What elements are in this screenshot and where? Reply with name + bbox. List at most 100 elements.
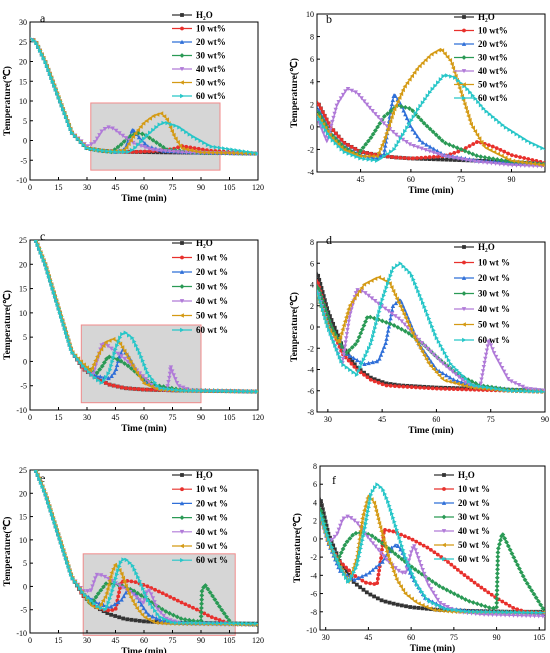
data-point	[38, 480, 44, 485]
data-point	[345, 323, 351, 328]
data-point	[404, 604, 408, 609]
data-point	[84, 365, 89, 370]
data-point	[96, 377, 101, 383]
data-point	[360, 538, 365, 543]
data-point	[445, 54, 450, 60]
y-tick-label: -6	[310, 590, 317, 599]
data-point	[453, 75, 458, 80]
data-point	[500, 122, 505, 128]
data-point	[109, 612, 114, 617]
data-point	[209, 615, 214, 620]
data-point	[35, 242, 40, 247]
data-point	[493, 609, 498, 615]
data-point	[466, 150, 472, 155]
data-point	[413, 385, 418, 390]
data-point	[468, 158, 473, 163]
data-point	[405, 385, 410, 389]
data-point	[234, 389, 239, 394]
data-point	[59, 103, 64, 108]
data-point	[78, 139, 83, 145]
data-point	[357, 550, 363, 555]
data-point	[428, 606, 433, 611]
y-tick-label: -5	[20, 156, 27, 165]
data-point	[411, 114, 416, 119]
data-point	[429, 547, 433, 552]
data-point	[253, 621, 258, 626]
data-point	[502, 149, 507, 154]
data-point	[31, 37, 36, 43]
y-tick-label: 25	[19, 236, 27, 245]
data-point	[113, 614, 118, 618]
data-point	[106, 582, 111, 588]
data-point	[138, 124, 143, 129]
data-point	[451, 155, 457, 161]
data-point	[56, 532, 61, 537]
data-point	[416, 569, 421, 575]
data-point	[130, 134, 136, 139]
data-point	[147, 149, 151, 154]
data-point	[366, 157, 371, 162]
legend-label: H₂O	[478, 242, 495, 252]
data-point	[387, 528, 392, 533]
legend-marker	[441, 514, 447, 520]
data-point	[349, 144, 354, 149]
data-point	[171, 373, 176, 378]
data-point	[343, 350, 349, 356]
data-point	[331, 549, 336, 554]
legend-marker	[461, 69, 467, 74]
data-point	[124, 145, 129, 150]
legend-marker	[461, 55, 467, 60]
legend-marker	[461, 307, 467, 312]
data-point	[373, 325, 378, 331]
data-point	[91, 580, 97, 585]
data-point	[489, 161, 494, 166]
data-point	[407, 142, 413, 147]
data-point	[494, 596, 500, 602]
data-point	[457, 85, 462, 91]
data-point	[436, 339, 441, 344]
data-point	[204, 388, 209, 394]
data-point	[377, 568, 382, 573]
legend-marker	[180, 327, 185, 333]
data-point	[107, 596, 113, 601]
legend-marker	[461, 322, 466, 327]
x-tick-label: 45	[112, 183, 120, 192]
data-point	[394, 155, 399, 160]
data-point	[113, 576, 119, 581]
data-point	[234, 150, 240, 156]
data-point	[120, 345, 125, 350]
data-point	[242, 149, 248, 154]
data-point	[359, 574, 365, 579]
data-point	[358, 546, 364, 551]
data-point	[387, 277, 392, 282]
data-point	[498, 613, 504, 618]
data-point	[413, 281, 418, 286]
data-point	[353, 90, 358, 95]
data-point	[539, 610, 544, 615]
data-point	[135, 346, 141, 352]
legend-label: 60 wt %	[196, 555, 228, 565]
data-point	[372, 377, 377, 382]
data-point	[58, 99, 63, 104]
data-point	[391, 569, 396, 574]
data-point	[375, 576, 380, 581]
y-tick-label: 6	[310, 259, 314, 268]
data-point	[324, 139, 330, 144]
data-point	[103, 340, 108, 345]
data-point	[229, 389, 235, 394]
data-point	[34, 470, 39, 474]
data-point	[236, 621, 242, 626]
series-line-10wt	[320, 511, 545, 615]
data-point	[62, 552, 67, 557]
data-point	[169, 128, 174, 134]
data-point	[355, 288, 360, 293]
data-point	[498, 537, 503, 543]
data-point	[203, 620, 208, 626]
data-point	[128, 386, 133, 391]
data-point	[65, 118, 70, 124]
data-point	[168, 618, 173, 623]
data-point	[190, 620, 195, 626]
data-point	[428, 90, 433, 95]
legend-label: 20 wt %	[196, 498, 228, 508]
data-point	[494, 575, 500, 581]
